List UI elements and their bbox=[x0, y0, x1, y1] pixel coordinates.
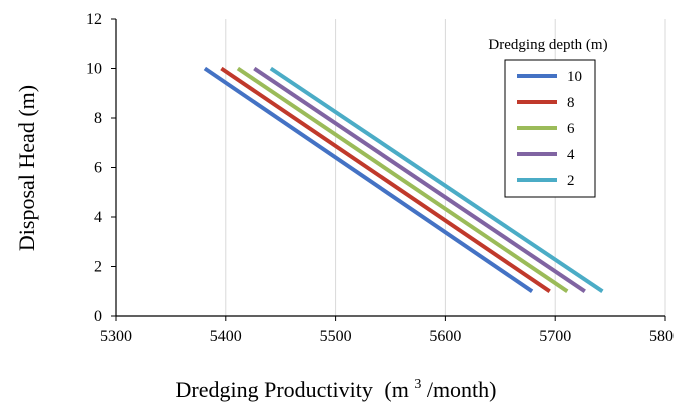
x-axis-label-unit-sup: 3 bbox=[414, 377, 421, 392]
series-line-8 bbox=[220, 66, 551, 293]
legend-label-8: 8 bbox=[567, 95, 575, 111]
legend-title: Dredging depth (m) bbox=[488, 37, 607, 53]
y-tick-label: 2 bbox=[94, 259, 102, 276]
series-line-6 bbox=[236, 66, 569, 293]
plot-area bbox=[111, 18, 666, 321]
y-tick-label: 12 bbox=[86, 11, 102, 28]
x-tick-label: 5400 bbox=[210, 328, 242, 345]
legend-label-2: 2 bbox=[567, 173, 575, 189]
series-line-2 bbox=[269, 66, 604, 293]
x-tick-label: 5500 bbox=[320, 328, 352, 345]
y-tick-label: 6 bbox=[94, 160, 102, 177]
x-axis-label: Dredging Productivity (m 3 /month) bbox=[176, 368, 497, 402]
x-axis-label-main: Dredging Productivity bbox=[176, 377, 373, 402]
legend-label-6: 6 bbox=[567, 121, 575, 137]
legend-label-4: 4 bbox=[567, 147, 575, 163]
y-tick-label: 0 bbox=[94, 308, 102, 325]
legend-label-10: 10 bbox=[567, 69, 582, 85]
series-line-10 bbox=[203, 66, 534, 293]
gridlines bbox=[225, 19, 666, 316]
x-tick-label: 5300 bbox=[100, 328, 132, 345]
x-tick-label: 5700 bbox=[539, 328, 571, 345]
y-tick-label: 8 bbox=[94, 110, 102, 127]
series-lines bbox=[203, 66, 604, 293]
x-axis-label-unit-prefix: (m bbox=[384, 377, 408, 402]
x-tick-label: 5600 bbox=[429, 328, 461, 345]
y-tick-labels: 0 2 4 6 8 10 12 bbox=[86, 11, 102, 325]
y-tick-label: 10 bbox=[86, 61, 102, 78]
y-axis-label: Disposal Head (m) bbox=[14, 85, 39, 251]
legend: Dredging depth (m) 10 8 6 4 2 bbox=[488, 37, 608, 198]
series-line-4 bbox=[253, 66, 586, 293]
x-axis-label-unit-suffix: /month) bbox=[427, 377, 497, 402]
y-tick-label: 4 bbox=[94, 209, 102, 226]
